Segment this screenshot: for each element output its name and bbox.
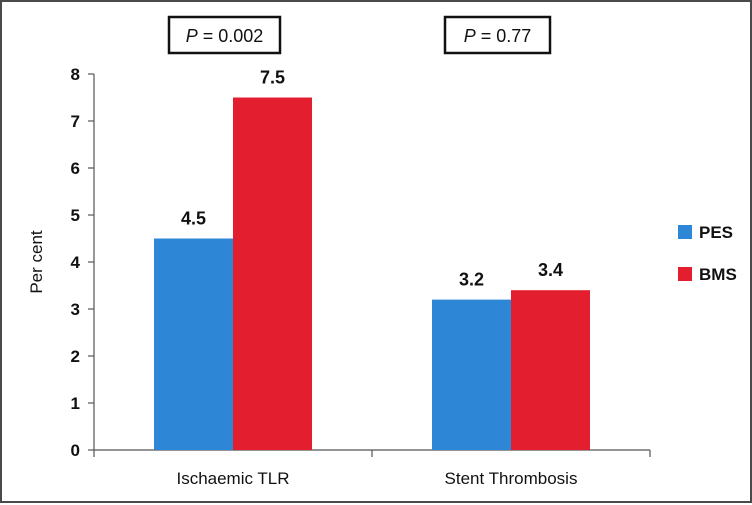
data-label: 3.2 (459, 270, 484, 290)
y-axis-label: Per cent (27, 230, 46, 294)
data-label: 7.5 (260, 68, 285, 88)
y-tick-label: 6 (71, 159, 80, 178)
y-tick-label: 7 (71, 112, 80, 131)
bar-pes-1 (154, 238, 233, 450)
data-labels: 4.5 7.5 3.2 3.4 (181, 68, 563, 290)
legend-label: BMS (699, 265, 737, 284)
legend-swatch-pes (678, 225, 692, 239)
legend-label: PES (699, 223, 733, 242)
bars (154, 97, 590, 450)
bar-bms-2 (511, 290, 590, 450)
p-value-box (443, 15, 552, 55)
p-value-text: P = 0.77 (464, 26, 532, 46)
y-tick-label: 3 (71, 300, 80, 319)
x-tick-label: Stent Thrombosis (445, 469, 578, 488)
data-label: 4.5 (181, 209, 206, 229)
data-label: 3.4 (538, 260, 563, 280)
p-value-text: P = 0.002 (186, 26, 264, 46)
y-tick-label: 1 (71, 394, 80, 413)
p-value-annotations: P = 0.002 P = 0.77 (167, 15, 552, 55)
x-tick-label: Ischaemic TLR (176, 469, 289, 488)
y-tick-label: 2 (71, 347, 80, 366)
bar-pes-2 (432, 299, 511, 450)
legend-swatch-bms (678, 267, 692, 281)
legend: PES BMS (678, 223, 737, 284)
y-tick-label: 0 (71, 441, 80, 460)
p-value-box (167, 15, 282, 55)
y-tick-label: 5 (71, 206, 80, 225)
y-tick-label: 8 (71, 65, 80, 84)
y-tick-label: 4 (71, 253, 81, 272)
bar-bms-1 (233, 97, 312, 450)
